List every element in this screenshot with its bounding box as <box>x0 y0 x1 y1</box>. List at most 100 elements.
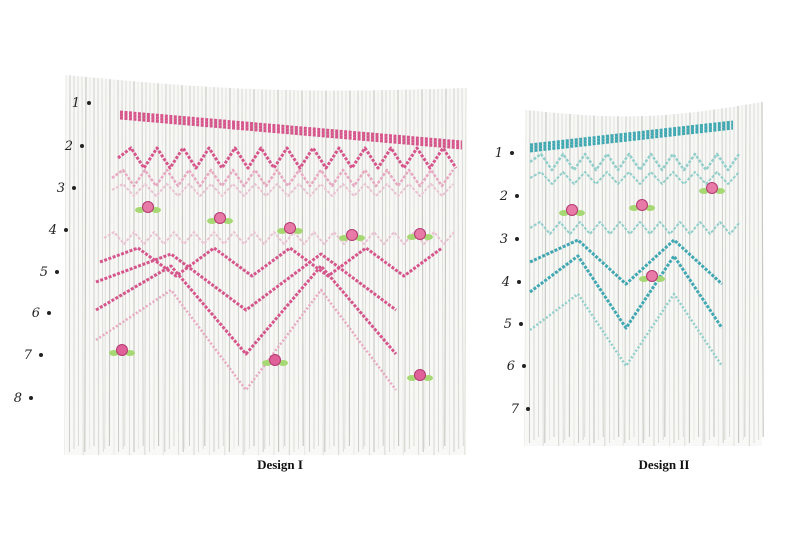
cable-row <box>529 126 734 153</box>
pleat <box>201 86 204 450</box>
row-number: 2 <box>499 189 508 204</box>
pleat <box>677 113 680 441</box>
pleat <box>117 79 120 453</box>
pleat <box>64 74 67 456</box>
pleat <box>224 87 227 456</box>
pleat <box>704 110 707 444</box>
pleat <box>157 83 160 447</box>
rosebud <box>706 182 718 194</box>
pleat <box>701 111 704 447</box>
row-number: 6 <box>32 306 40 321</box>
cable-row <box>119 116 463 150</box>
pleat <box>404 89 407 453</box>
pleat <box>697 111 700 438</box>
stitch-row <box>95 252 397 312</box>
pleat <box>181 85 184 453</box>
pleat <box>124 80 127 447</box>
rosebud <box>566 204 578 216</box>
row-number: 5 <box>40 265 48 280</box>
rosebud <box>346 229 358 241</box>
row-number: 7 <box>24 348 33 363</box>
row-dot <box>515 194 519 198</box>
pleat <box>609 116 611 444</box>
stitch-row <box>111 168 455 188</box>
pleat <box>337 90 340 456</box>
pleat <box>669 114 671 447</box>
cable-row <box>529 120 734 147</box>
pleat <box>544 111 547 444</box>
pleat <box>197 86 199 453</box>
pleat <box>269 89 271 447</box>
pleat <box>104 78 107 450</box>
row-number: 4 <box>48 223 57 238</box>
pleat <box>449 88 451 456</box>
pleat <box>577 114 580 444</box>
pleat <box>377 90 379 450</box>
row-dot <box>72 186 76 190</box>
stitch-row <box>529 254 724 330</box>
stitch-row <box>117 146 458 170</box>
pleat <box>588 115 591 447</box>
pleat <box>228 88 231 453</box>
cable-row <box>119 113 463 147</box>
pleat <box>68 75 71 453</box>
pleat <box>204 86 207 447</box>
row-dot <box>522 364 526 368</box>
pleat <box>304 90 307 456</box>
pleat <box>568 114 571 438</box>
pleat <box>317 90 319 447</box>
pleat <box>637 116 640 447</box>
pleat <box>108 79 111 447</box>
pleat <box>464 87 467 456</box>
pleat <box>664 114 667 438</box>
pleat <box>757 102 760 441</box>
pleat <box>97 78 100 456</box>
pleat <box>368 90 371 456</box>
row-dot <box>87 101 91 105</box>
pleat <box>101 78 104 453</box>
pleat <box>357 90 360 453</box>
row-dot <box>39 353 43 357</box>
pleat <box>628 116 631 441</box>
stitch-row <box>95 264 398 356</box>
pleat <box>708 110 711 441</box>
row-dot <box>517 280 521 284</box>
pleat <box>89 77 91 450</box>
row-dot <box>510 151 514 155</box>
pleat <box>617 116 620 438</box>
pleat <box>744 104 747 438</box>
stitch-row <box>99 246 443 278</box>
pleat <box>761 101 764 438</box>
pleat <box>561 113 564 444</box>
pleat <box>217 87 220 450</box>
pleat <box>81 76 84 456</box>
pleat <box>597 115 599 441</box>
pleat <box>264 89 267 450</box>
pleat <box>424 89 427 450</box>
rosebud <box>636 199 648 211</box>
pleat <box>121 80 124 450</box>
rosebud <box>116 344 128 356</box>
row-number: 1 <box>495 146 503 161</box>
cable-row <box>119 110 463 144</box>
row-dot <box>526 407 530 411</box>
row-dot <box>29 396 33 400</box>
pleat <box>524 109 527 447</box>
design-1-fabric <box>64 74 467 456</box>
row-number: 4 <box>501 275 510 290</box>
stitch-row <box>111 183 454 197</box>
row-number: 3 <box>500 232 508 247</box>
pleat <box>184 85 187 450</box>
pleat <box>584 115 587 438</box>
pleat <box>717 109 719 447</box>
fabric-base <box>526 102 762 446</box>
row-dot <box>47 311 51 315</box>
pleat <box>348 90 351 447</box>
row-dot <box>80 144 84 148</box>
pleat <box>308 90 311 453</box>
pleat <box>581 114 584 441</box>
stitch-row <box>103 231 455 245</box>
rosebud <box>414 369 426 381</box>
row-number: 3 <box>57 181 65 196</box>
